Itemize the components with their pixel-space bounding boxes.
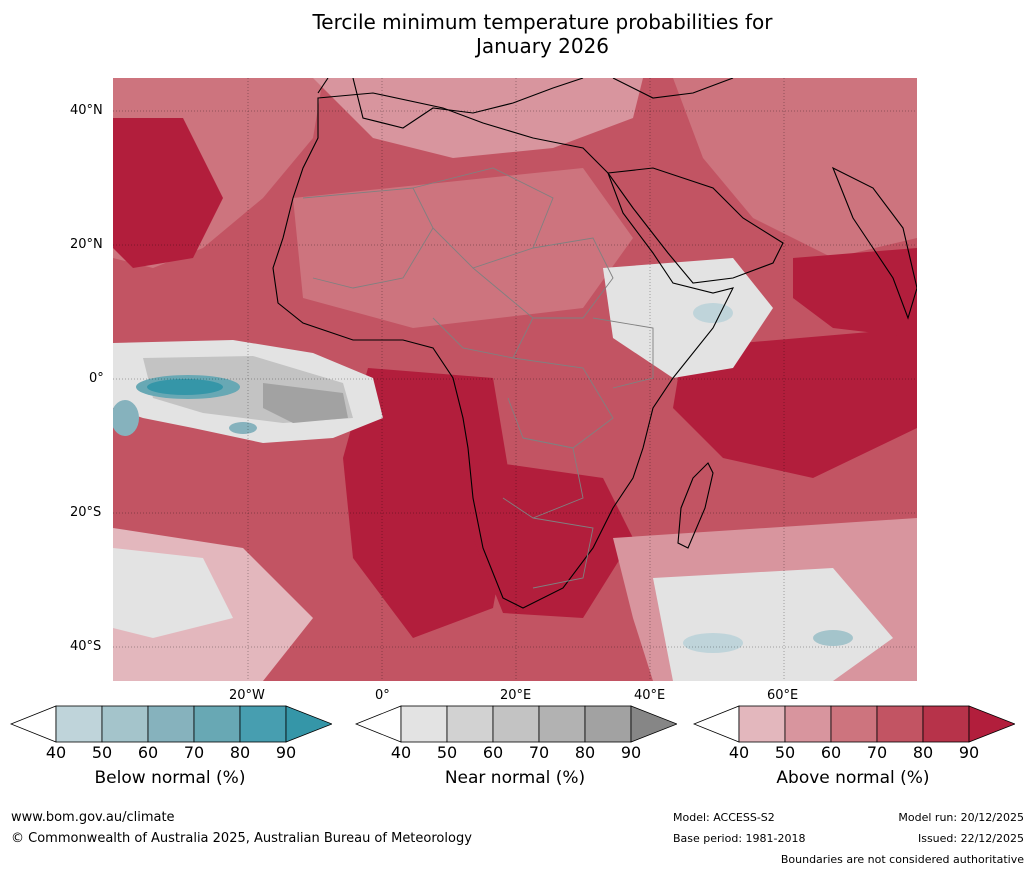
colorbar-segment bbox=[584, 705, 632, 743]
colorbar-above-normal bbox=[693, 705, 1015, 743]
title-line-2: January 2026 bbox=[475, 34, 610, 58]
colorbar-near-segments bbox=[355, 705, 677, 743]
lon-label-20w: 20°W bbox=[229, 688, 265, 703]
colorbar-segment-over bbox=[968, 705, 1015, 743]
colorbar-segment bbox=[55, 705, 103, 743]
lat-label-0: 0° bbox=[89, 371, 104, 386]
patch-central-atlantic bbox=[113, 118, 223, 268]
colorbar-below-label: Below normal (%) bbox=[94, 768, 246, 788]
footer-website: www.bom.gov.au/climate bbox=[11, 810, 175, 825]
madagascar-coastline bbox=[677, 462, 714, 549]
colorbar-tick-label: 40 bbox=[45, 743, 67, 762]
colorbar-tick-label: 90 bbox=[620, 743, 642, 762]
patch-horn-africa bbox=[603, 258, 773, 378]
colorbar-above-segments bbox=[693, 705, 1015, 743]
colorbar-tick-label: 50 bbox=[774, 743, 796, 762]
lat-label-20s: 20°S bbox=[70, 505, 102, 520]
colorbar-tick-label: 70 bbox=[183, 743, 205, 762]
colorbar-tick-label: 50 bbox=[91, 743, 113, 762]
africa-coastline bbox=[272, 92, 735, 609]
lon-label-40e: 40°E bbox=[634, 688, 666, 703]
europe-coastline bbox=[317, 78, 734, 129]
colorbar-tick-label: 80 bbox=[229, 743, 251, 762]
colorbar-segment bbox=[239, 705, 287, 743]
patch-below-west bbox=[113, 400, 139, 436]
colorbar-above-label: Above normal (%) bbox=[776, 768, 930, 788]
lon-label-0: 0° bbox=[375, 688, 390, 703]
colorbar-segment-under bbox=[10, 705, 57, 743]
country-boundaries bbox=[302, 167, 654, 589]
colorbar-near-label: Near normal (%) bbox=[444, 768, 586, 788]
colorbar-segment bbox=[876, 705, 924, 743]
colorbar-segment bbox=[101, 705, 149, 743]
colorbar-segment bbox=[193, 705, 241, 743]
colorbar-segment-under bbox=[355, 705, 402, 743]
colorbar-tick-label: 80 bbox=[574, 743, 596, 762]
footer-base-period: Base period: 1981-2018 bbox=[673, 832, 806, 845]
colorbar-tick-label: 40 bbox=[728, 743, 750, 762]
colorbar-tick-label: 60 bbox=[820, 743, 842, 762]
patch-southern-africa bbox=[463, 458, 633, 618]
footer-issued: Issued: 22/12/2025 bbox=[917, 832, 1024, 845]
lon-label-20e: 20°E bbox=[500, 688, 532, 703]
patch-southern-ocean-grey bbox=[113, 548, 233, 638]
patch-south-atlantic bbox=[343, 368, 513, 638]
colorbar-tick-label: 60 bbox=[482, 743, 504, 762]
colorbar-segment-over bbox=[630, 705, 677, 743]
colorbar-segment bbox=[446, 705, 494, 743]
patch-arabian-sea bbox=[793, 248, 917, 338]
colorbar-tick-label: 40 bbox=[390, 743, 412, 762]
patch-below-normal-small bbox=[229, 422, 257, 434]
colorbar-tick-label: 90 bbox=[958, 743, 980, 762]
colorbar-tick-label: 70 bbox=[866, 743, 888, 762]
lat-label-20n: 20°N bbox=[70, 237, 103, 252]
colorbar-segment bbox=[400, 705, 448, 743]
india-coastline bbox=[831, 166, 917, 320]
colorbar-tick-label: 90 bbox=[275, 743, 297, 762]
arabia-coastline bbox=[607, 167, 784, 284]
probability-map bbox=[113, 78, 917, 681]
colorbar-segment bbox=[922, 705, 970, 743]
colorbar-segment bbox=[492, 705, 540, 743]
patch-southeast-teal-2 bbox=[813, 630, 853, 646]
colorbar-below-normal bbox=[10, 705, 332, 743]
patch-horn-teal bbox=[693, 303, 733, 323]
colorbar-segment bbox=[738, 705, 786, 743]
footer-model-run: Model run: 20/12/2025 bbox=[898, 811, 1024, 824]
patch-equatorial-grey-3 bbox=[263, 383, 348, 423]
colorbar-tick-label: 50 bbox=[436, 743, 458, 762]
patch-mideast bbox=[673, 78, 917, 258]
colorbar-near-normal bbox=[355, 705, 677, 743]
colorbar-segment bbox=[784, 705, 832, 743]
colorbar-segment bbox=[538, 705, 586, 743]
map-title: Tercile minimum temperature probabilitie… bbox=[0, 10, 1035, 58]
colorbar-segment bbox=[147, 705, 195, 743]
colorbar-below-segments bbox=[10, 705, 332, 743]
patch-sahara bbox=[293, 168, 633, 328]
colorbar-segment-over bbox=[285, 705, 332, 743]
footer-model: Model: ACCESS-S2 bbox=[673, 811, 775, 824]
patch-below-normal-teal-core bbox=[147, 379, 223, 395]
lat-label-40s: 40°S bbox=[70, 639, 102, 654]
lon-label-60e: 60°E bbox=[767, 688, 799, 703]
footer-disclaimer: Boundaries are not considered authoritat… bbox=[780, 853, 1024, 866]
lat-label-40n: 40°N bbox=[70, 103, 103, 118]
graticule bbox=[113, 78, 917, 681]
colorbar-segment bbox=[830, 705, 878, 743]
footer-copyright: © Commonwealth of Australia 2025, Austra… bbox=[11, 831, 472, 846]
colorbar-tick-label: 70 bbox=[528, 743, 550, 762]
colorbar-tick-label: 80 bbox=[912, 743, 934, 762]
colorbar-tick-label: 60 bbox=[137, 743, 159, 762]
patch-southeast-teal bbox=[683, 633, 743, 653]
title-line-1: Tercile minimum temperature probabilitie… bbox=[312, 10, 773, 34]
colorbar-segment-under bbox=[693, 705, 740, 743]
